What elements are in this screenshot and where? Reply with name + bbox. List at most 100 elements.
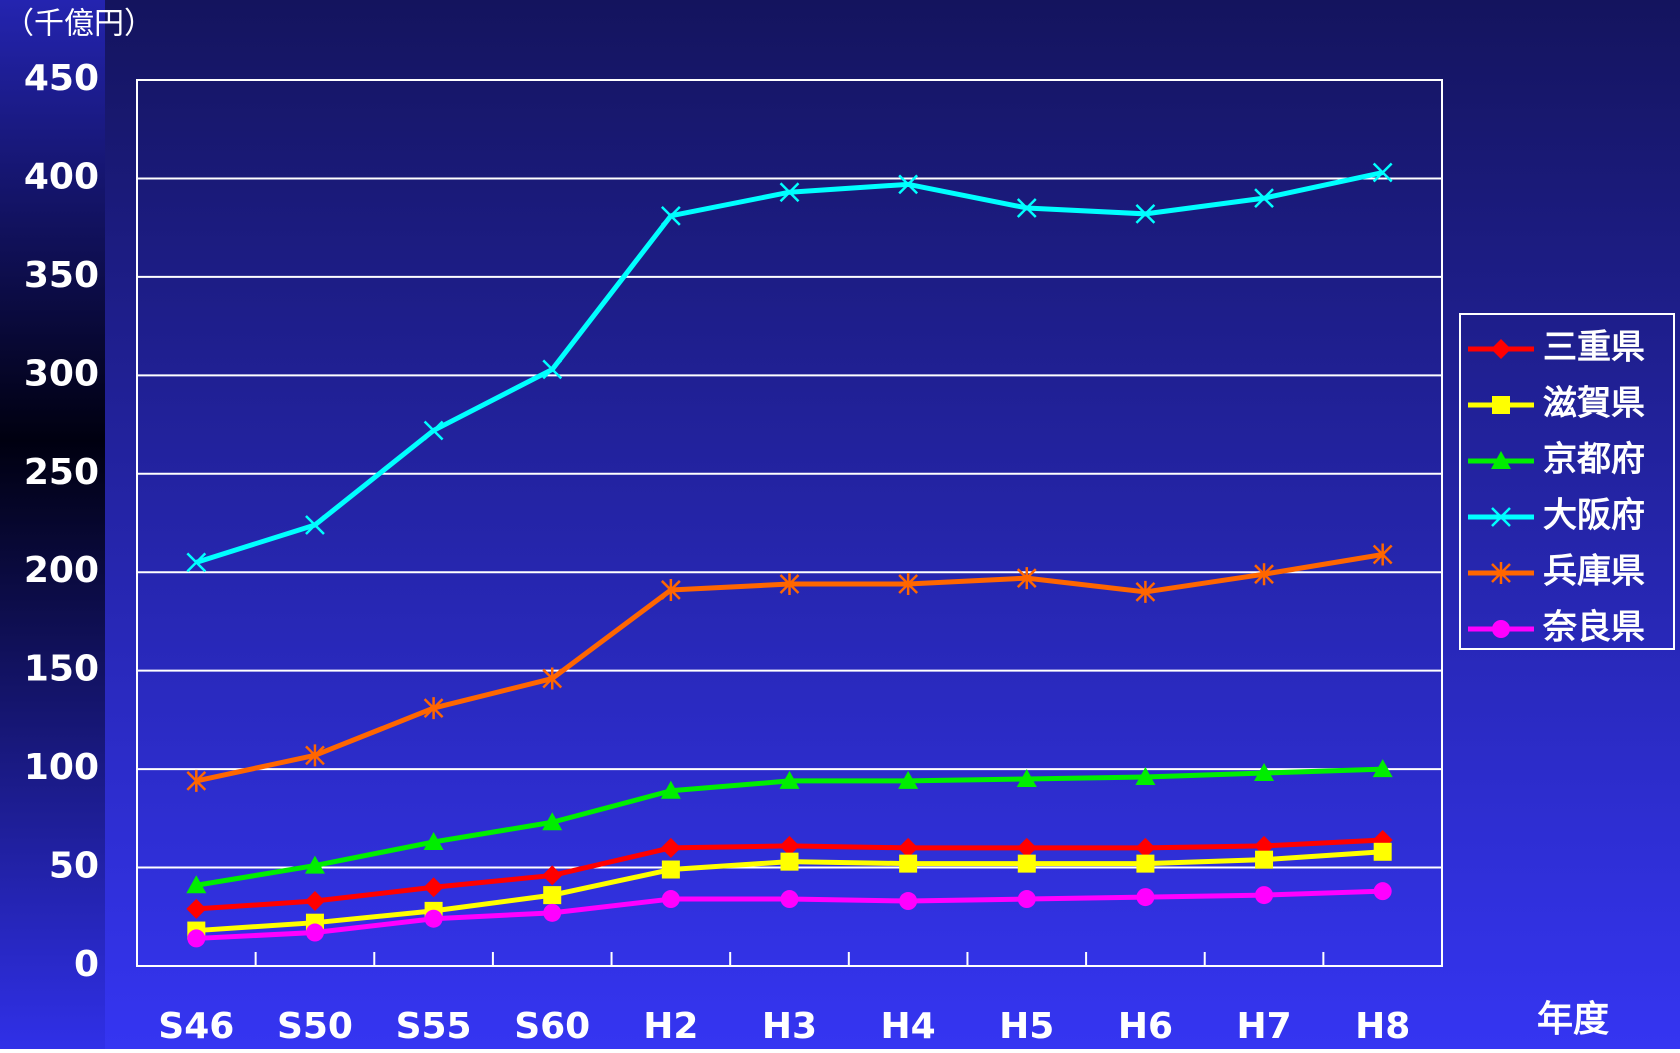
y-axis-label: （千億円） (4, 7, 154, 42)
y-tick-label: 250 (24, 452, 99, 493)
data-point (780, 852, 799, 871)
data-point (305, 515, 325, 535)
data-point (187, 929, 206, 948)
legend-marker (1491, 451, 1511, 469)
data-point (898, 837, 919, 858)
x-tick-label: S50 (277, 1006, 353, 1047)
data-point (1016, 837, 1037, 858)
data-point (543, 903, 562, 922)
data-point (898, 573, 919, 596)
data-point (1254, 763, 1275, 782)
data-point (779, 573, 800, 596)
data-point (1372, 543, 1393, 566)
x-tick-label: H8 (1355, 1006, 1410, 1047)
data-point (1135, 580, 1156, 603)
data-point (1017, 890, 1036, 909)
y-tick-label: 300 (24, 353, 99, 394)
y-tick-label: 100 (24, 747, 99, 788)
data-point (661, 890, 680, 909)
data-point (1136, 854, 1155, 873)
data-point (899, 854, 918, 873)
data-point (542, 865, 563, 886)
data-point (186, 875, 207, 894)
x-tick-label: S55 (396, 1006, 472, 1047)
legend-label: 滋賀県 (1543, 384, 1645, 424)
data-point (304, 891, 325, 912)
data-point (1255, 886, 1274, 905)
legend-label: 三重県 (1543, 328, 1645, 368)
data-point (779, 835, 800, 856)
data-point (1372, 162, 1393, 183)
data-point (1017, 854, 1036, 873)
data-point (186, 552, 207, 573)
data-point (660, 780, 681, 799)
data-point (1016, 567, 1037, 590)
x-tick-label: H7 (1236, 1006, 1291, 1047)
data-point (304, 855, 325, 874)
legend-box (1459, 313, 1675, 650)
data-point (898, 174, 919, 195)
legend-marker (1492, 620, 1510, 638)
data-point (423, 877, 444, 898)
data-point (1254, 188, 1274, 209)
x-tick-label: S60 (514, 1006, 590, 1047)
data-point (660, 578, 681, 601)
data-point (424, 909, 443, 928)
y-tick-label: 400 (24, 156, 99, 197)
data-point (1255, 850, 1274, 869)
x-tick-label: H6 (1118, 1006, 1173, 1047)
data-point (899, 892, 918, 911)
data-point (780, 890, 799, 909)
legend-label: 兵庫県 (1543, 552, 1645, 592)
data-point (779, 182, 800, 203)
data-point (305, 744, 325, 767)
data-point (660, 837, 681, 858)
data-point (1372, 759, 1393, 778)
legend-marker (1491, 562, 1511, 584)
data-point (186, 898, 207, 919)
data-point (1254, 563, 1274, 586)
x-tick-label: H2 (643, 1006, 698, 1047)
data-point (543, 886, 562, 905)
x-tick-label: H5 (999, 1006, 1054, 1047)
legend-marker (1491, 507, 1511, 527)
data-point (1016, 768, 1037, 787)
data-point (898, 770, 919, 789)
y-tick-label: 0 (74, 944, 99, 985)
legend-label: 大阪府 (1543, 496, 1645, 536)
data-point (542, 812, 563, 831)
data-point (1016, 198, 1037, 218)
legend-marker (1492, 396, 1510, 414)
x-tick-label: H4 (881, 1006, 936, 1047)
data-point (660, 205, 681, 226)
data-point (423, 697, 444, 720)
data-point (186, 769, 207, 792)
data-point (1135, 204, 1156, 224)
data-point (1373, 842, 1392, 861)
data-point (305, 923, 324, 942)
legend-marker (1491, 339, 1511, 359)
legend-label: 奈良県 (1542, 608, 1645, 648)
y-tick-label: 150 (24, 649, 99, 690)
data-point (542, 359, 563, 380)
data-point (1135, 837, 1156, 858)
legend-label: 京都府 (1543, 440, 1645, 480)
x-tick-label: S46 (158, 1006, 234, 1047)
y-tick-label: 450 (24, 58, 99, 99)
data-point (423, 831, 444, 850)
data-point (542, 667, 563, 690)
data-point (779, 770, 800, 789)
data-point (1136, 888, 1155, 907)
data-point (661, 860, 680, 879)
y-tick-label: 350 (24, 255, 99, 296)
data-point (423, 420, 444, 441)
y-tick-label: 50 (49, 846, 99, 887)
background-strip (0, 0, 105, 1049)
data-point (1373, 882, 1392, 901)
data-point (1135, 766, 1156, 785)
x-tick-label: H3 (762, 1006, 817, 1047)
y-tick-label: 200 (24, 550, 99, 591)
x-axis-label: 年度 (1537, 999, 1609, 1040)
